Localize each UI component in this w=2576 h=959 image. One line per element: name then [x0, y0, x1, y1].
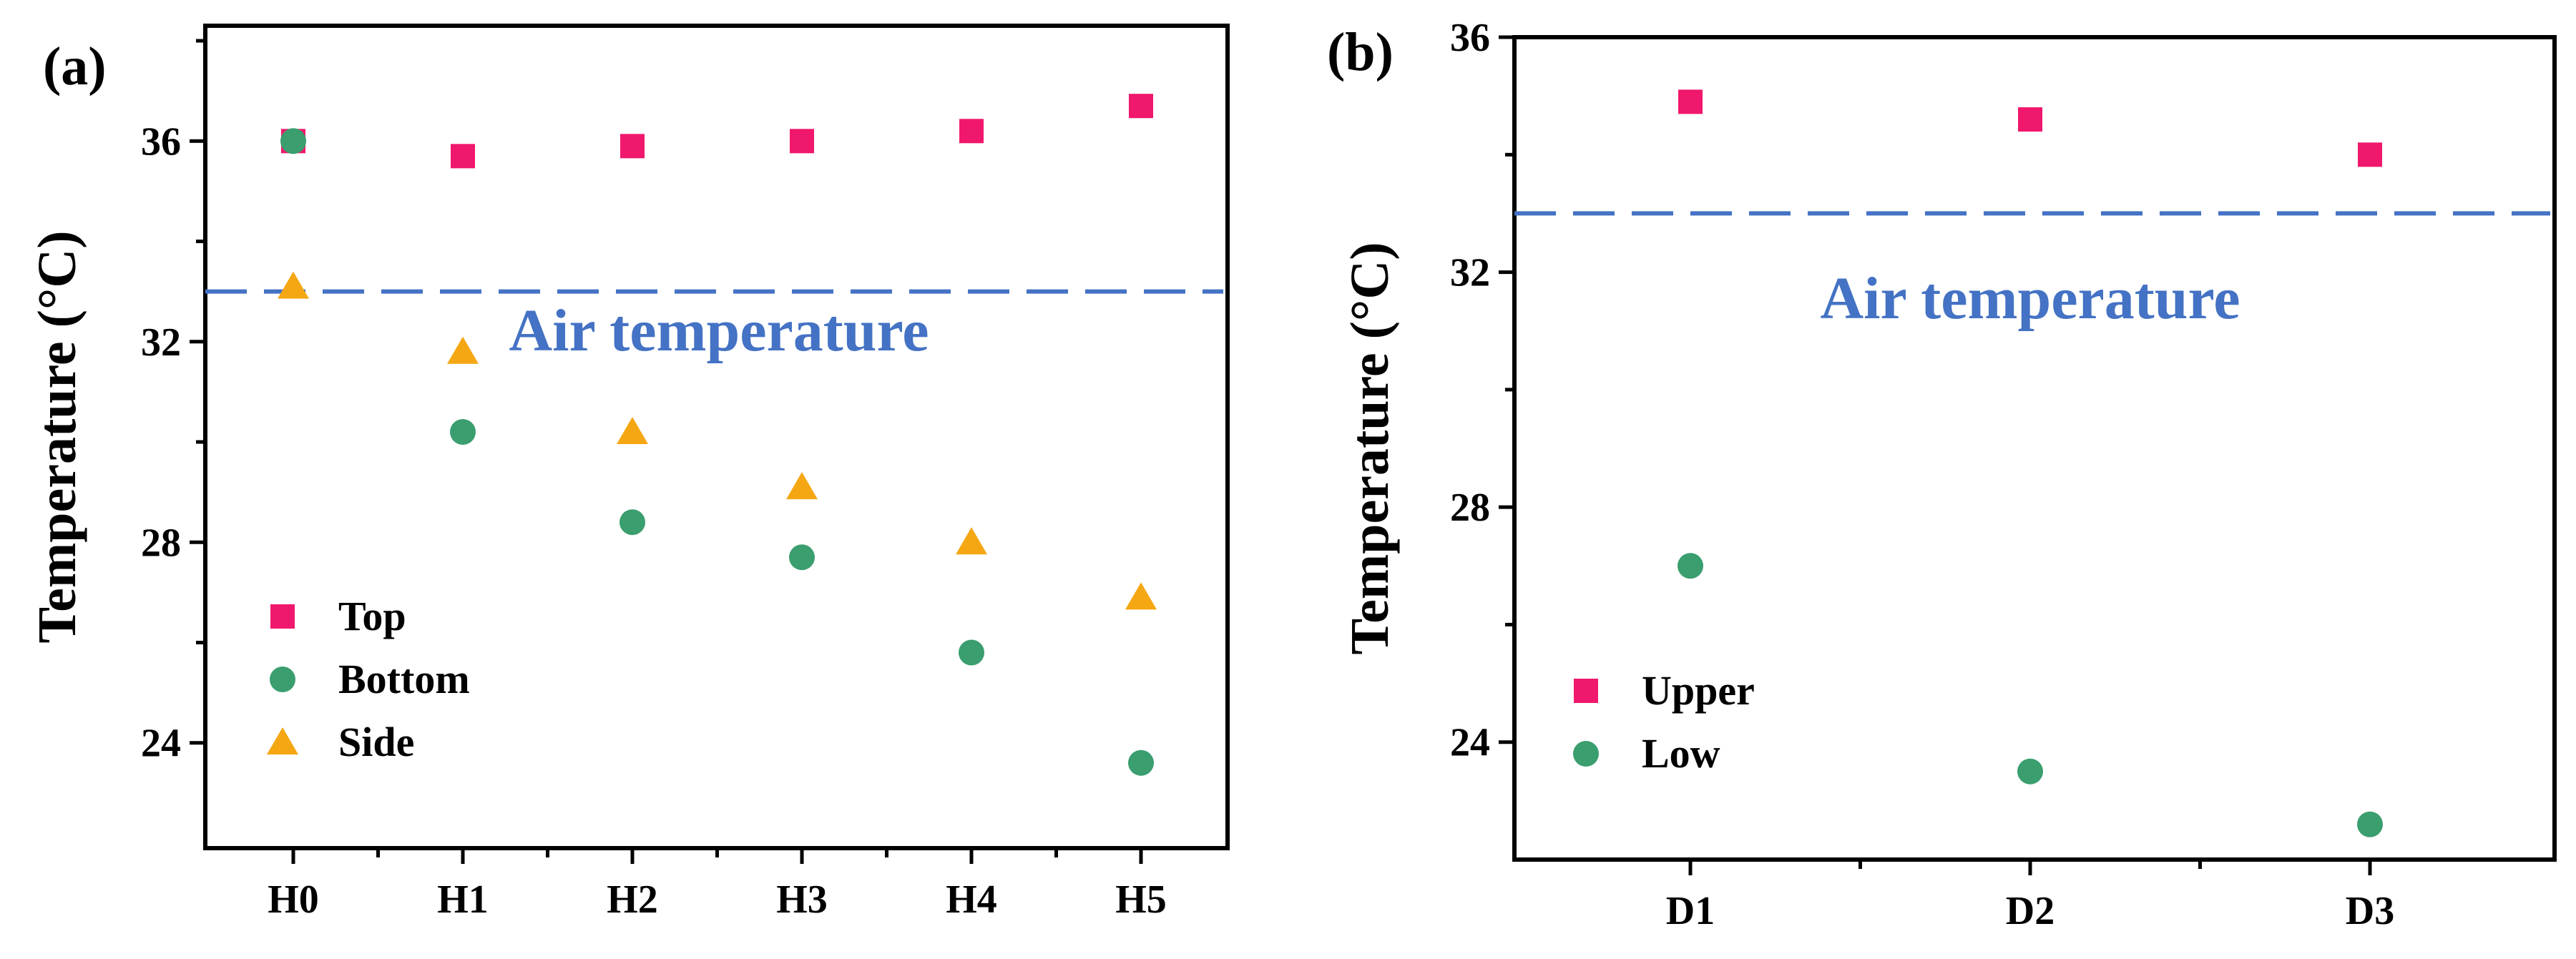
- x-tick-label: D3: [2346, 889, 2394, 933]
- data-point-side: [786, 472, 818, 500]
- data-point-bottom: [789, 544, 815, 571]
- data-point-top: [451, 144, 475, 169]
- data-point-low: [1678, 553, 1703, 579]
- air-temperature-label: Air temperature: [1820, 265, 2240, 332]
- data-point-low: [2357, 811, 2383, 837]
- x-tick-label: D1: [1666, 889, 1715, 933]
- x-tick-label: H3: [776, 877, 828, 922]
- data-point-upper: [2018, 107, 2042, 132]
- legend-marker-top: [270, 604, 295, 629]
- x-tick-label: H1: [437, 877, 489, 922]
- data-point-bottom: [1128, 749, 1154, 776]
- y-tick-label: 24: [141, 722, 181, 766]
- data-point-upper: [2358, 142, 2382, 167]
- data-point-bottom: [450, 418, 476, 445]
- x-tick-label: D2: [2006, 889, 2055, 933]
- x-tick-label: H4: [946, 877, 997, 922]
- data-point-top: [620, 134, 645, 159]
- data-point-bottom: [959, 639, 984, 666]
- data-point-top: [790, 129, 814, 154]
- y-tick-label: 32: [141, 320, 181, 365]
- data-point-low: [2017, 758, 2043, 785]
- y-tick-label: 32: [1450, 251, 1490, 295]
- data-point-bottom: [619, 509, 645, 536]
- legend-label-upper: Upper: [1642, 667, 1755, 714]
- data-point-bottom: [280, 128, 306, 154]
- plot-frame: [1512, 35, 2557, 862]
- y-tick-label: 36: [141, 119, 181, 164]
- data-point-side: [1125, 582, 1157, 610]
- air-temperature-label: Air temperature: [509, 297, 929, 364]
- data-point-upper: [1678, 89, 1703, 114]
- panel-label: (b): [1327, 22, 1394, 82]
- legend-marker-bottom: [270, 667, 295, 692]
- legend-label-low: Low: [1642, 730, 1720, 777]
- legend-label-bottom: Bottom: [338, 656, 470, 702]
- x-tick-label: H5: [1115, 877, 1167, 922]
- y-tick-label: 24: [1450, 721, 1490, 765]
- data-point-top: [959, 119, 984, 144]
- data-point-top: [1129, 94, 1153, 119]
- y-tick-label: 28: [141, 521, 181, 565]
- data-point-side: [956, 527, 987, 555]
- legend-label-top: Top: [338, 593, 406, 639]
- y-tick-label: 28: [1450, 486, 1490, 530]
- panel-label: (a): [43, 36, 107, 97]
- panel-a: 24 28 32 36 H0 H1 H2 H3 H4 H5 (a) Temperature (°C) A…: [27, 24, 1230, 922]
- x-tick-label: H2: [607, 877, 658, 922]
- y-tick-label: 36: [1450, 16, 1490, 60]
- y-axis-label: Temperature (°C): [27, 230, 87, 643]
- legend-marker-side: [267, 727, 298, 754]
- y-axis-label: Temperature (°C): [1340, 242, 1400, 654]
- data-point-side: [447, 336, 479, 364]
- data-point-side: [278, 271, 309, 299]
- x-tick-label: H0: [268, 877, 319, 922]
- legend-marker-upper: [1574, 679, 1598, 703]
- legend-marker-low: [1573, 741, 1599, 767]
- legend-label-side: Side: [338, 719, 414, 765]
- data-point-side: [617, 416, 648, 444]
- panel-b: 24 28 32 36 D1 D2 D3 (b) Temperature (°C) Air tem…: [1327, 16, 2557, 933]
